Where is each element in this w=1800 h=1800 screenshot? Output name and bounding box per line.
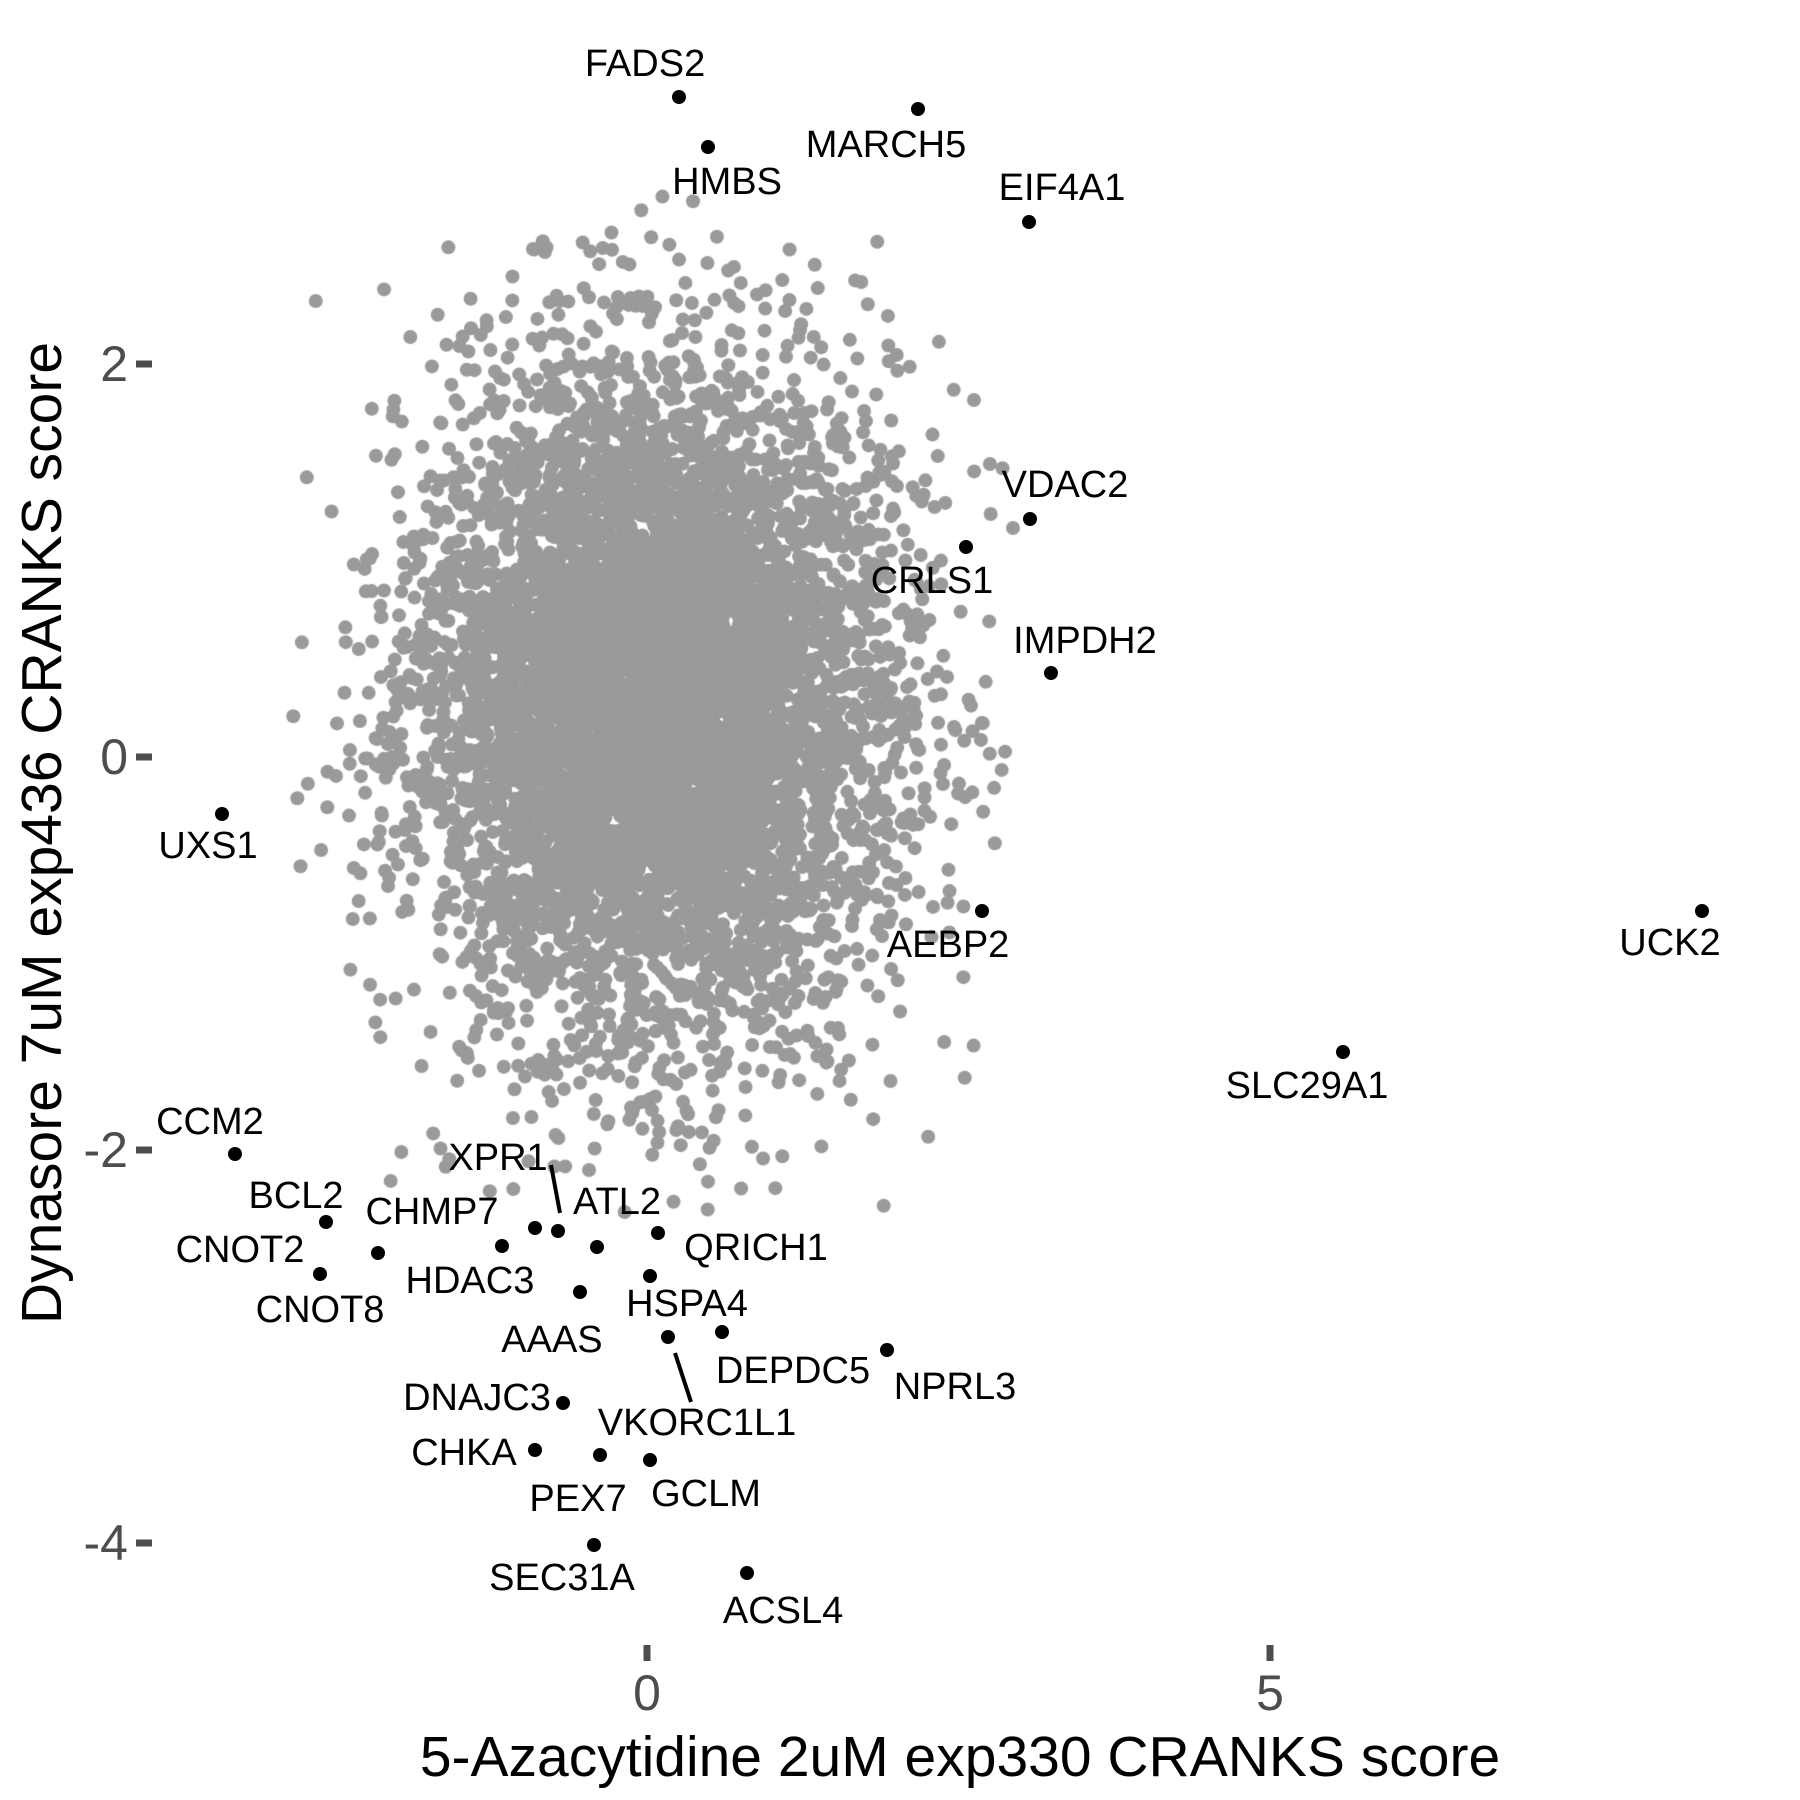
gene-label-uck2: UCK2 [1619,922,1721,965]
y-axis-title: Dynasore 7uM exp436 CRANKS score [10,341,74,1325]
gene-point-crls1 [958,539,973,554]
gene-point-chmp7 [527,1221,542,1235]
gene-point-nprl3 [879,1343,894,1358]
gene-point-bcl2 [319,1214,334,1229]
gene-label-fads2: FADS2 [584,42,706,85]
y-tick-label: 2 [100,336,128,392]
gene-point-aebp2 [975,904,990,919]
gene-label-atl2: ATL2 [573,1181,662,1224]
gene-point-qrich1 [650,1225,665,1240]
gene-point-depdc5 [715,1324,729,1339]
gene-label-depdc5: DEPDC5 [715,1349,871,1392]
y-tick-label: -2 [83,1122,128,1178]
gene-point-cnot8 [313,1266,328,1281]
gene-point-pex7 [593,1447,608,1462]
y-tick-label: 0 [100,729,128,785]
gene-label-vdac2: VDAC2 [1001,464,1129,507]
gene-label-pex7: PEX7 [529,1477,627,1520]
gene-label-crls1: CRLS1 [870,559,994,602]
gene-label-impdh2: IMPDH2 [1013,620,1157,663]
gene-label-hdac3: HDAC3 [405,1260,535,1303]
gene-label-dnajc3: DNAJC3 [403,1376,551,1419]
gene-label-chka: CHKA [411,1432,517,1475]
gene-label-qrich1: QRICH1 [684,1226,828,1269]
x-tick-label: 5 [1256,1665,1284,1721]
gene-point-vkorc1l1 [661,1330,676,1345]
gene-label-slc29a1: SLC29A1 [1225,1064,1389,1107]
gene-label-gclm: GCLM [651,1473,761,1516]
gene-label-xpr1: XPR1 [448,1136,548,1179]
gene-point-hdac3 [494,1239,509,1254]
gene-label-acsl4: ACSL4 [722,1590,844,1633]
gene-point-chka [527,1443,542,1458]
gene-point-ccm2 [227,1146,242,1161]
gene-label-cnot2: CNOT2 [175,1228,305,1271]
gene-point-atl2 [590,1240,605,1255]
x-tick-label: 0 [633,1665,661,1721]
gene-label-hmbs: HMBS [672,161,782,204]
x-axis-title: 5-Azacytidine 2uM exp330 CRANKS score [419,1725,1501,1789]
gene-label-cnot8: CNOT8 [255,1288,385,1331]
gene-label-chmp7: CHMP7 [365,1191,499,1233]
gene-point-gclm [642,1453,657,1468]
gene-label-ccm2: CCM2 [156,1100,264,1143]
gene-point-sec31a [587,1537,602,1552]
gene-label-uxs1: UXS1 [158,824,258,867]
gene-point-impdh2 [1043,666,1058,681]
gene-point-march5 [911,101,925,116]
gene-label-march5: MARCH5 [805,123,967,166]
gene-point-slc29a1 [1336,1044,1351,1059]
gene-point-hmbs [701,140,716,155]
gene-label-nprl3: NPRL3 [893,1366,1017,1409]
y-tick-label: -4 [83,1515,128,1571]
gene-label-sec31a: SEC31A [489,1556,635,1599]
gene-point-dnajc3 [556,1395,571,1410]
gene-point-aaas [572,1285,587,1300]
gene-point-acsl4 [740,1566,755,1581]
gene-point-uxs1 [214,806,229,821]
gene-label-aebp2: AEBP2 [886,924,1010,967]
gene-point-fads2 [672,89,687,104]
gene-label-aaas: AAAS [501,1319,603,1362]
gene-point-xpr1 [551,1223,566,1238]
gene-point-hspa4 [642,1268,657,1283]
gene-label-hspa4: HSPA4 [626,1282,748,1325]
gene-point-eif4a1 [1022,214,1037,229]
gene-label-vkorc1l1: VKORC1L1 [597,1402,797,1445]
gene-point-vdac2 [1023,512,1038,527]
gene-point-uck2 [1694,904,1709,919]
gene-label-eif4a1: EIF4A1 [998,166,1126,209]
gene-label-bcl2: BCL2 [248,1174,344,1217]
gene-point-cnot2 [370,1245,385,1260]
